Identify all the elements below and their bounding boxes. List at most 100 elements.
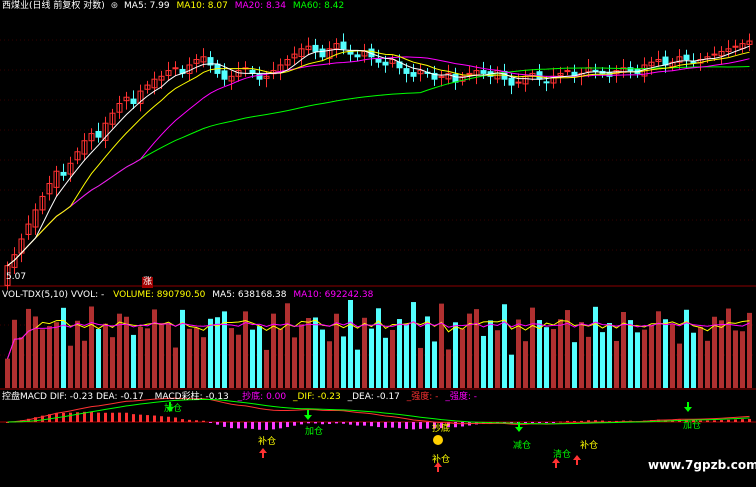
volume-bar xyxy=(691,332,696,388)
volume-bar xyxy=(12,319,17,388)
candle-body xyxy=(697,58,704,64)
volume-bar xyxy=(5,358,10,388)
candle-body xyxy=(123,96,130,102)
macd-bar xyxy=(699,420,702,422)
candle-body xyxy=(137,90,144,105)
volume-bar xyxy=(208,318,213,388)
volume-bar xyxy=(201,337,206,388)
signal-arrow-icon xyxy=(552,458,560,468)
volume-bar xyxy=(621,312,626,388)
volume-ma10: MA10: 692242.38 xyxy=(293,290,374,300)
macd-bar xyxy=(209,422,212,423)
volume-bar xyxy=(166,323,171,388)
macd-bar xyxy=(321,422,324,425)
candle-body xyxy=(172,67,179,70)
macd-bar xyxy=(412,422,415,430)
candle-body xyxy=(431,72,438,80)
candle-body xyxy=(711,53,718,56)
macd-bar xyxy=(370,422,373,427)
volume-bar xyxy=(579,322,584,388)
macd-bar xyxy=(97,412,100,422)
candle-body xyxy=(39,195,46,211)
volume-bar xyxy=(502,304,507,388)
candle-body xyxy=(403,68,410,74)
macd-bar xyxy=(202,420,205,422)
strong2-label: _强度: - xyxy=(445,392,477,402)
volume-bar xyxy=(306,317,311,388)
candle-body xyxy=(277,64,284,73)
candle-body xyxy=(340,41,347,50)
macd-bar xyxy=(405,422,408,429)
macd-bar xyxy=(587,420,590,422)
volume-bar xyxy=(635,332,640,388)
volume-bar xyxy=(124,316,129,388)
macd-bar xyxy=(279,422,282,429)
macd-bar xyxy=(251,422,254,429)
settings-icon[interactable]: ⊛ xyxy=(110,1,119,11)
volume-bar xyxy=(488,320,493,388)
volume-bar xyxy=(649,325,654,388)
volume-bar xyxy=(362,317,367,388)
candle-body xyxy=(746,40,753,45)
candle-body xyxy=(326,48,333,59)
candle-body xyxy=(305,45,312,51)
signal-arrow-icon xyxy=(166,402,174,412)
signal-add-2: 加仓 xyxy=(305,427,324,437)
volume-bar xyxy=(54,322,59,388)
ma60-label: MA60: 8.42 xyxy=(292,1,345,11)
candle-body xyxy=(690,61,697,64)
volume-bar xyxy=(26,308,31,388)
candle-body xyxy=(207,57,214,66)
macd-bar xyxy=(601,420,604,422)
volume-bar xyxy=(614,340,619,388)
volume-value: VOLUME: 890790.50 xyxy=(113,290,206,300)
candle-body xyxy=(354,54,361,58)
candle-body xyxy=(718,50,725,57)
volume-bar xyxy=(33,316,38,388)
volume-bar xyxy=(320,329,325,388)
candle-body xyxy=(445,72,452,80)
signal-clear: 清仓 xyxy=(553,450,572,460)
candle-body xyxy=(144,84,151,90)
ma5-label: MA5: 7.99 xyxy=(124,1,170,11)
macd-bar-label: MACD彩柱: -0.13 xyxy=(154,392,229,402)
candle-body xyxy=(655,58,662,62)
price-low-label: 5.07 xyxy=(6,272,27,282)
candle-body xyxy=(438,75,445,78)
watermark: www.7gpzb.com xyxy=(648,458,756,472)
macd-bar xyxy=(328,422,331,424)
macd-bar xyxy=(734,419,737,422)
buy-bottom-emoji-icon xyxy=(433,435,443,445)
volume-bar xyxy=(215,317,220,388)
volume-bar xyxy=(187,328,192,388)
macd-bar xyxy=(559,421,562,423)
volume-bar xyxy=(327,341,332,388)
volume-bar xyxy=(607,323,612,388)
volume-bar xyxy=(376,308,381,388)
volume-bar xyxy=(558,319,563,388)
ma10-label: MA10: 8.07 xyxy=(176,1,228,11)
candle-body xyxy=(683,54,690,60)
volume-bar xyxy=(439,303,444,388)
volume-bar xyxy=(152,309,157,388)
macd-bar xyxy=(216,422,219,425)
macd-bar xyxy=(454,422,457,428)
dea2-label: _DEA: -0.17 xyxy=(347,392,400,402)
candle-body xyxy=(452,73,459,83)
volume-bar xyxy=(68,345,73,388)
ma10-line xyxy=(7,50,750,267)
volume-bar xyxy=(159,322,164,388)
candle-body xyxy=(158,75,165,81)
volume-ma10-line xyxy=(7,321,750,359)
macd-bar xyxy=(300,422,303,425)
signal-arrow-icon xyxy=(684,402,692,412)
macd-bar xyxy=(125,412,128,422)
candle-body xyxy=(263,75,270,79)
candle-body xyxy=(228,75,235,82)
macd-bar xyxy=(286,422,289,428)
volume-bar xyxy=(299,324,304,388)
volume-bar xyxy=(642,329,647,388)
volume-bar xyxy=(369,328,374,388)
macd-bar xyxy=(748,418,751,422)
candle-body xyxy=(102,122,109,141)
